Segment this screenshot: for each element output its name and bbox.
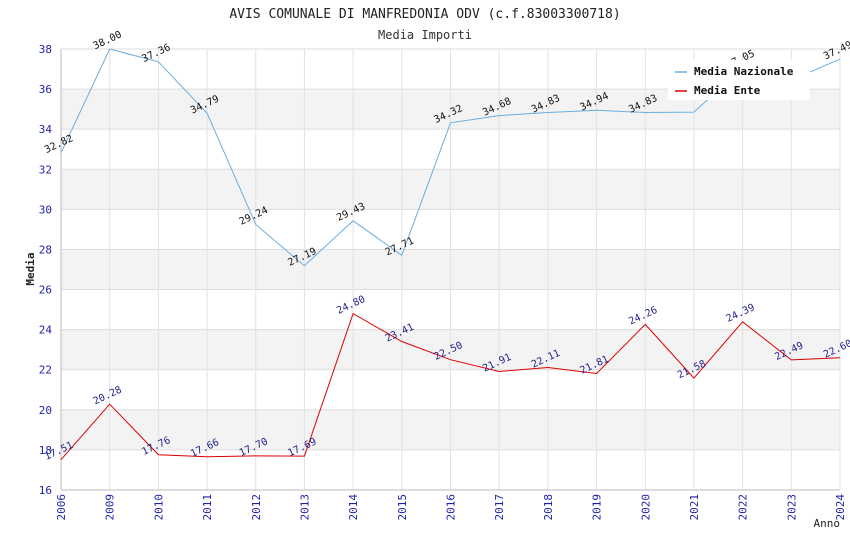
legend-entry-media-ente: Media Ente — [694, 84, 761, 97]
y-tick-label: 18 — [39, 444, 52, 457]
y-tick-label: 34 — [39, 123, 53, 136]
x-tick-label: 2020 — [639, 494, 652, 521]
y-tick-label: 22 — [39, 364, 52, 377]
series-line-media-ente — [60, 312, 841, 461]
chart-title: AVIS COMUNALE DI MANFREDONIA ODV (c.f.83… — [229, 7, 620, 22]
y-tick-label: 28 — [39, 243, 52, 256]
legend: Media Nazionale Media Ente — [668, 60, 810, 100]
x-tick-label: 2014 — [347, 494, 360, 521]
y-tick-labels: 16 18 20 22 24 26 28 30 32 34 36 38 — [39, 43, 53, 497]
y-tick-label: 30 — [39, 203, 52, 216]
y-tick-label: 36 — [39, 83, 52, 96]
y-tick-label: 38 — [39, 43, 52, 56]
y-axis-label: Media — [24, 252, 37, 285]
x-tick-label: 2009 — [104, 494, 117, 521]
y-tick-label: 26 — [39, 284, 52, 297]
x-tick-label: 2015 — [396, 494, 409, 521]
x-tick-label: 2019 — [591, 494, 604, 521]
legend-box — [668, 60, 810, 100]
x-tick-label: 2022 — [737, 494, 750, 521]
y-tick-label: 24 — [39, 324, 53, 337]
x-tick-label: 2016 — [445, 494, 458, 521]
y-tick-label: 32 — [39, 163, 52, 176]
x-tick-label: 2024 — [834, 494, 847, 521]
x-axis-label: Anno — [814, 517, 841, 530]
y-tick-label: 16 — [39, 484, 52, 497]
x-tick-label: 2017 — [493, 494, 506, 521]
x-tick-labels: 2006 2009 2010 2011 2012 2013 2014 2015 2016 2017… — [55, 494, 847, 521]
x-tick-label: 2023 — [785, 494, 798, 521]
x-tick-label: 2013 — [298, 494, 311, 521]
x-tick-label: 2010 — [152, 494, 165, 521]
axes — [60, 49, 840, 491]
x-tick-label: 2021 — [688, 494, 701, 521]
legend-entry-media-nazionale: Media Nazionale — [694, 65, 794, 78]
x-tick-label: 2018 — [542, 494, 555, 521]
chart-subtitle: Media Importi — [378, 28, 472, 42]
x-tick-label: 2006 — [55, 494, 68, 521]
x-tick-label: 2011 — [201, 494, 214, 521]
y-tick-label: 20 — [39, 404, 52, 417]
x-tick-label: 2012 — [250, 494, 263, 521]
